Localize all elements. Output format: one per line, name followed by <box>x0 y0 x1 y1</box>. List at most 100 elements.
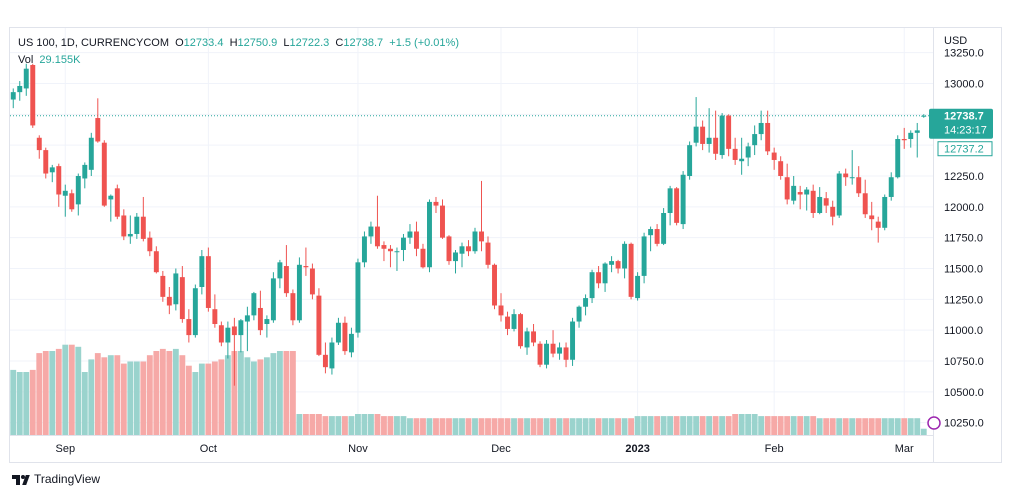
volume-bar <box>270 353 277 435</box>
symbol-label[interactable]: US 100, 1D, CURRENCYCOM <box>18 37 169 49</box>
volume-bar <box>309 414 316 435</box>
volume-bar <box>153 351 160 435</box>
candle-body <box>23 68 29 89</box>
candle-body <box>882 196 888 228</box>
volume-bar <box>172 348 179 435</box>
volume-bar <box>901 418 908 435</box>
candle-body <box>544 343 550 365</box>
volume-bar <box>381 416 387 435</box>
volume-bar <box>816 418 823 435</box>
volume-bar <box>62 344 69 435</box>
volume-bar <box>524 418 530 435</box>
candle-body <box>615 261 621 269</box>
volume-bar <box>491 418 498 435</box>
candle-body <box>361 236 367 263</box>
candle-body <box>563 347 569 360</box>
candle-body <box>218 325 224 343</box>
volume-bar <box>608 418 615 435</box>
volume-bar <box>36 353 43 435</box>
volume-bar <box>407 418 413 435</box>
volume-bar <box>107 355 114 435</box>
candle-body <box>875 221 881 228</box>
candle-body <box>186 319 192 336</box>
candle-body <box>433 201 439 206</box>
candle-body <box>166 296 172 306</box>
volume-bar <box>472 418 478 435</box>
candle-body <box>641 236 647 276</box>
candle-body <box>856 177 862 194</box>
volume-bar <box>842 418 849 435</box>
volume-bar <box>315 414 322 435</box>
candle-body <box>765 122 771 152</box>
candle-body <box>706 137 712 144</box>
candle-body <box>472 231 478 252</box>
candle-body <box>355 262 361 333</box>
volume-bar <box>914 418 921 435</box>
volume-bar <box>88 359 95 435</box>
candle-body <box>30 65 36 126</box>
volume-bar <box>211 361 218 435</box>
volume-bar <box>634 416 641 435</box>
candle-body <box>869 215 875 220</box>
volume-bar <box>849 418 856 435</box>
candle-body <box>622 243 628 269</box>
candle-body <box>127 233 133 237</box>
candle-body <box>414 231 419 249</box>
candle-body <box>745 146 751 158</box>
volume-bar <box>140 361 147 435</box>
x-tick-label: Mar <box>895 443 914 455</box>
footer-brand[interactable]: TradingView <box>12 472 100 486</box>
volume-bar <box>823 418 830 435</box>
volume-bar <box>907 418 914 435</box>
candle-body <box>687 145 693 176</box>
volume-bar <box>732 414 739 435</box>
candle-body <box>823 198 829 206</box>
volume-bar <box>465 418 472 435</box>
volume-bar <box>127 361 134 435</box>
volume-bar <box>146 355 153 435</box>
candle-body <box>628 243 634 297</box>
candle-body <box>804 189 810 195</box>
candle-body <box>557 347 563 354</box>
candle-body <box>121 215 127 237</box>
candle-body <box>713 137 719 154</box>
candle-body <box>583 298 589 307</box>
candle-body <box>114 188 120 217</box>
volume-bar <box>179 355 186 435</box>
volume-bar <box>459 418 465 435</box>
volume-bar <box>120 363 127 435</box>
volume-bar <box>738 414 745 435</box>
volume-bar <box>660 416 667 435</box>
candle-body <box>290 293 296 321</box>
volume-bar <box>68 344 75 435</box>
volume-bar <box>16 372 23 435</box>
candle-body <box>400 237 406 250</box>
candle-body <box>134 216 140 234</box>
volume-bar <box>680 416 687 435</box>
candle-body <box>719 115 725 156</box>
volume-bar <box>784 416 791 435</box>
candle-body <box>446 236 452 262</box>
volume-bar <box>289 351 296 435</box>
candle-body <box>817 196 823 213</box>
vol-label[interactable]: Vol <box>18 54 34 66</box>
volume-bar <box>478 418 485 435</box>
volume-bar <box>563 418 569 435</box>
volume-bar <box>394 416 400 435</box>
volume-bar <box>699 416 706 435</box>
candle-body <box>82 164 88 179</box>
candle-body <box>394 251 400 253</box>
volume-bar <box>810 416 817 435</box>
currency-label: USD <box>944 35 967 47</box>
volume-bar <box>335 416 342 435</box>
candle-body <box>199 256 205 287</box>
volume-bar <box>348 416 355 435</box>
x-tick-label: Nov <box>348 443 368 455</box>
candle-body <box>914 130 920 133</box>
volume-bar <box>75 346 82 435</box>
volume-bar <box>836 418 843 435</box>
candle-body <box>309 268 315 295</box>
candle-body <box>335 322 341 343</box>
x-tick-label: 2023 <box>625 443 649 455</box>
